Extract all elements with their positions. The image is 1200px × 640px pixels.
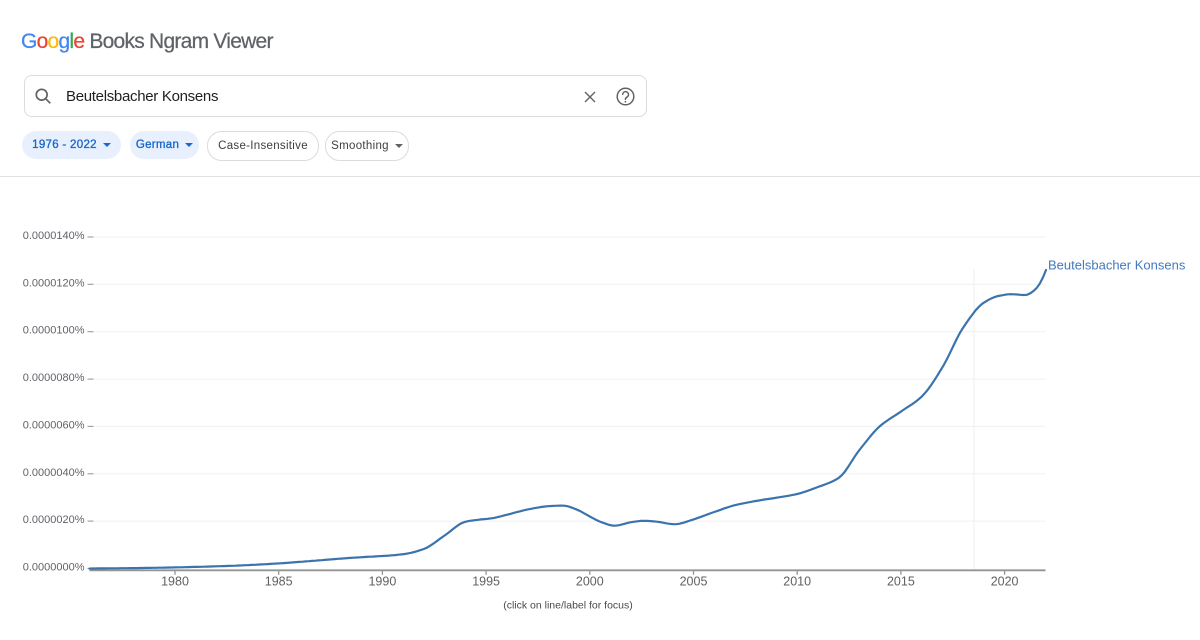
svg-text:1985: 1985 [265, 575, 293, 589]
svg-text:0.0000060%: 0.0000060% [23, 419, 85, 431]
svg-text:0.0000040%: 0.0000040% [23, 467, 85, 479]
svg-text:2010: 2010 [783, 575, 811, 589]
svg-text:1995: 1995 [472, 575, 500, 589]
svg-text:0.0000020%: 0.0000020% [23, 514, 85, 526]
svg-text:2005: 2005 [680, 575, 708, 589]
svg-text:1990: 1990 [368, 575, 396, 589]
svg-text:2000: 2000 [576, 575, 604, 589]
svg-text:Beutelsbacher Konsens: Beutelsbacher Konsens [1048, 258, 1186, 273]
svg-text:0.0000120%: 0.0000120% [23, 277, 85, 289]
svg-text:0.0000000%: 0.0000000% [23, 562, 85, 574]
svg-text:2015: 2015 [887, 575, 915, 589]
svg-text:0.0000100%: 0.0000100% [23, 325, 85, 337]
svg-text:2020: 2020 [991, 575, 1019, 589]
svg-text:(click on line/label for focus: (click on line/label for focus) [503, 600, 633, 612]
svg-text:1980: 1980 [161, 575, 189, 589]
svg-text:0.0000080%: 0.0000080% [23, 372, 85, 384]
svg-text:0.0000140%: 0.0000140% [23, 230, 85, 242]
